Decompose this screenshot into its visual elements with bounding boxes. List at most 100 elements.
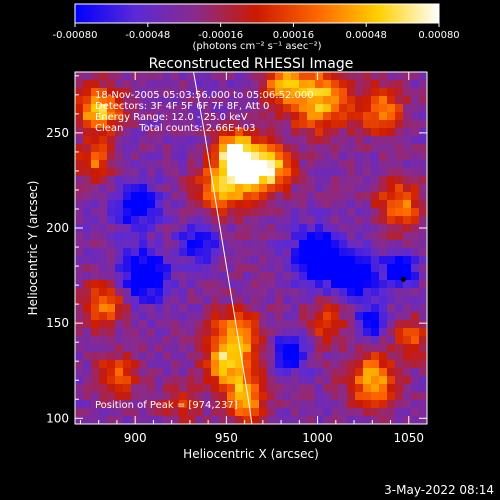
heatmap-cell <box>395 128 404 137</box>
heatmap-cell <box>379 408 388 417</box>
heatmap-cell <box>75 216 84 225</box>
heatmap-cell <box>91 88 100 97</box>
heatmap-cell <box>107 280 116 289</box>
heatmap-cell <box>323 288 332 297</box>
heatmap-cell <box>243 104 252 113</box>
heatmap-cell <box>187 128 196 137</box>
heatmap-cell <box>179 224 188 233</box>
heatmap-cell <box>275 208 284 217</box>
heatmap-cell <box>123 128 132 137</box>
heatmap-cell <box>227 264 236 273</box>
heatmap-cell <box>203 360 212 369</box>
heatmap-cell <box>267 256 276 265</box>
heatmap-cell <box>419 232 427 241</box>
heatmap-cell <box>403 312 412 321</box>
heatmap-cell <box>235 352 244 361</box>
heatmap-cell <box>267 384 276 393</box>
heatmap-cell <box>123 336 132 345</box>
heatmap-cell <box>171 144 180 153</box>
heatmap-cell <box>283 344 292 353</box>
heatmap-cell <box>179 320 188 329</box>
heatmap-cell <box>99 232 108 241</box>
heatmap-cell <box>147 160 156 169</box>
heatmap-cell <box>83 288 92 297</box>
heatmap-cell <box>139 320 148 329</box>
heatmap-cell <box>203 272 212 281</box>
heatmap-cell <box>139 312 148 321</box>
heatmap-cell <box>163 96 172 105</box>
heatmap-cell <box>179 240 188 249</box>
heatmap-cell <box>419 128 427 137</box>
heatmap-cell <box>203 120 212 129</box>
heatmap-cell <box>139 360 148 369</box>
heatmap-cell <box>355 112 364 121</box>
heatmap-cell <box>371 128 380 137</box>
heatmap-cell <box>363 312 372 321</box>
heatmap-cell <box>91 272 100 281</box>
heatmap-cell <box>83 160 92 169</box>
heatmap-cell <box>75 336 84 345</box>
heatmap-cell <box>115 392 124 401</box>
heatmap-cell <box>235 128 244 137</box>
heatmap-cell <box>331 392 340 401</box>
heatmap-cell <box>179 136 188 145</box>
heatmap-cell <box>379 360 388 369</box>
heatmap-cell <box>211 264 220 273</box>
heatmap-cell <box>227 224 236 233</box>
heatmap-cell <box>115 416 124 424</box>
heatmap-cell <box>219 120 228 129</box>
heatmap-cell <box>187 376 196 385</box>
heatmap-cell <box>251 112 260 121</box>
heatmap-cell <box>339 344 348 353</box>
heatmap-cell <box>99 152 108 161</box>
heatmap-cell <box>195 384 204 393</box>
heatmap-cell <box>411 360 420 369</box>
heatmap-cell <box>163 272 172 281</box>
heatmap-cell <box>363 88 372 97</box>
heatmap-cell <box>91 296 100 305</box>
heatmap-cell <box>267 408 276 417</box>
annotation-clean-counts: Clean Total counts: 2.66E+03 <box>95 123 255 134</box>
heatmap-cell <box>419 112 427 121</box>
heatmap-cell <box>219 272 228 281</box>
heatmap-cell <box>227 376 236 385</box>
heatmap-cell <box>91 344 100 353</box>
heatmap-cell <box>299 216 308 225</box>
heatmap-cell <box>179 280 188 289</box>
heatmap-cell <box>339 272 348 281</box>
colorbar-tick-label: 0.00048 <box>346 30 387 41</box>
heatmap-cell <box>363 160 372 169</box>
heatmap-cell <box>187 304 196 313</box>
heatmap-cell <box>107 208 116 217</box>
heatmap-cell <box>163 120 172 129</box>
heatmap-cell <box>331 304 340 313</box>
heatmap-cell <box>251 296 260 305</box>
heatmap-cell <box>259 368 268 377</box>
heatmap-cell <box>75 392 84 401</box>
heatmap-cell <box>331 232 340 241</box>
heatmap-cell <box>323 248 332 257</box>
heatmap-cell <box>251 168 260 177</box>
heatmap-cell <box>355 328 364 337</box>
heatmap-cell <box>387 336 396 345</box>
heatmap-cell <box>419 256 427 265</box>
heatmap-cell <box>299 384 308 393</box>
heatmap-cell <box>419 320 427 329</box>
heatmap-cell <box>203 184 212 193</box>
heatmap-cell <box>387 192 396 201</box>
heatmap-cell <box>115 256 124 265</box>
heatmap-cell <box>203 400 212 409</box>
heatmap-cell <box>403 272 412 281</box>
heatmap-cell <box>267 288 276 297</box>
heatmap-cell <box>195 320 204 329</box>
heatmap-cell <box>203 248 212 257</box>
heatmap-cell <box>155 256 164 265</box>
heatmap-cell <box>251 344 260 353</box>
heatmap-cell <box>75 80 84 89</box>
heatmap-cell <box>187 232 196 241</box>
heatmap-cell <box>299 360 308 369</box>
heatmap-cell <box>339 408 348 417</box>
heatmap-cell <box>315 336 324 345</box>
heatmap-cell <box>235 104 244 113</box>
heatmap-cell <box>75 136 84 145</box>
